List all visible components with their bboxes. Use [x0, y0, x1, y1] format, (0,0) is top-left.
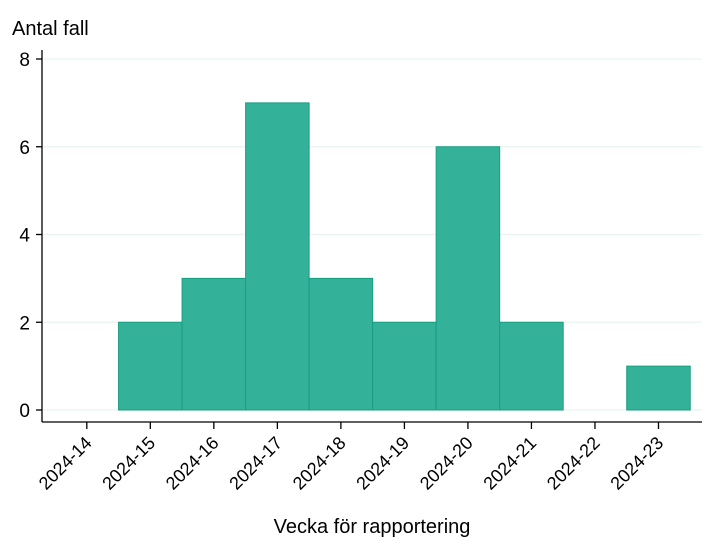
- x-tick-label: 2024-14: [35, 433, 96, 494]
- bar-2024-23: [626, 365, 691, 411]
- x-tick-label: 2024-15: [98, 433, 159, 494]
- x-tick-label: 2024-22: [543, 433, 604, 494]
- y-tick-label: 8: [19, 50, 30, 71]
- y-axis-title: Antal fall: [12, 18, 89, 40]
- x-tick-label: 2024-20: [416, 433, 477, 494]
- bar-2024-20: [435, 146, 501, 411]
- bar-2024-19: [372, 321, 437, 411]
- bar-2024-18: [308, 277, 374, 411]
- x-tick-label: 2024-21: [479, 433, 540, 494]
- bar-2024-21: [499, 321, 564, 411]
- x-tick-label: 2024-19: [352, 433, 413, 494]
- axes: 0 2 4 6 8 2024-14 2024-15 2024-16 2024-17 2024-18…: [19, 50, 702, 494]
- bars: [118, 102, 691, 411]
- x-axis-title: Vecka för rapportering: [274, 516, 471, 538]
- bar-2024-15: [118, 321, 183, 411]
- bar-2024-16: [181, 277, 247, 411]
- y-tick-label: 6: [19, 138, 30, 159]
- y-tick-label: 4: [19, 226, 30, 247]
- x-tick-label: 2024-23: [606, 433, 667, 494]
- y-tick-label: 2: [19, 313, 30, 334]
- bar-2024-17: [245, 102, 310, 411]
- x-tick-label: 2024-17: [225, 433, 286, 494]
- x-tick-label: 2024-16: [162, 433, 223, 494]
- y-tick-label: 0: [19, 401, 30, 422]
- x-tick-label: 2024-18: [289, 433, 350, 494]
